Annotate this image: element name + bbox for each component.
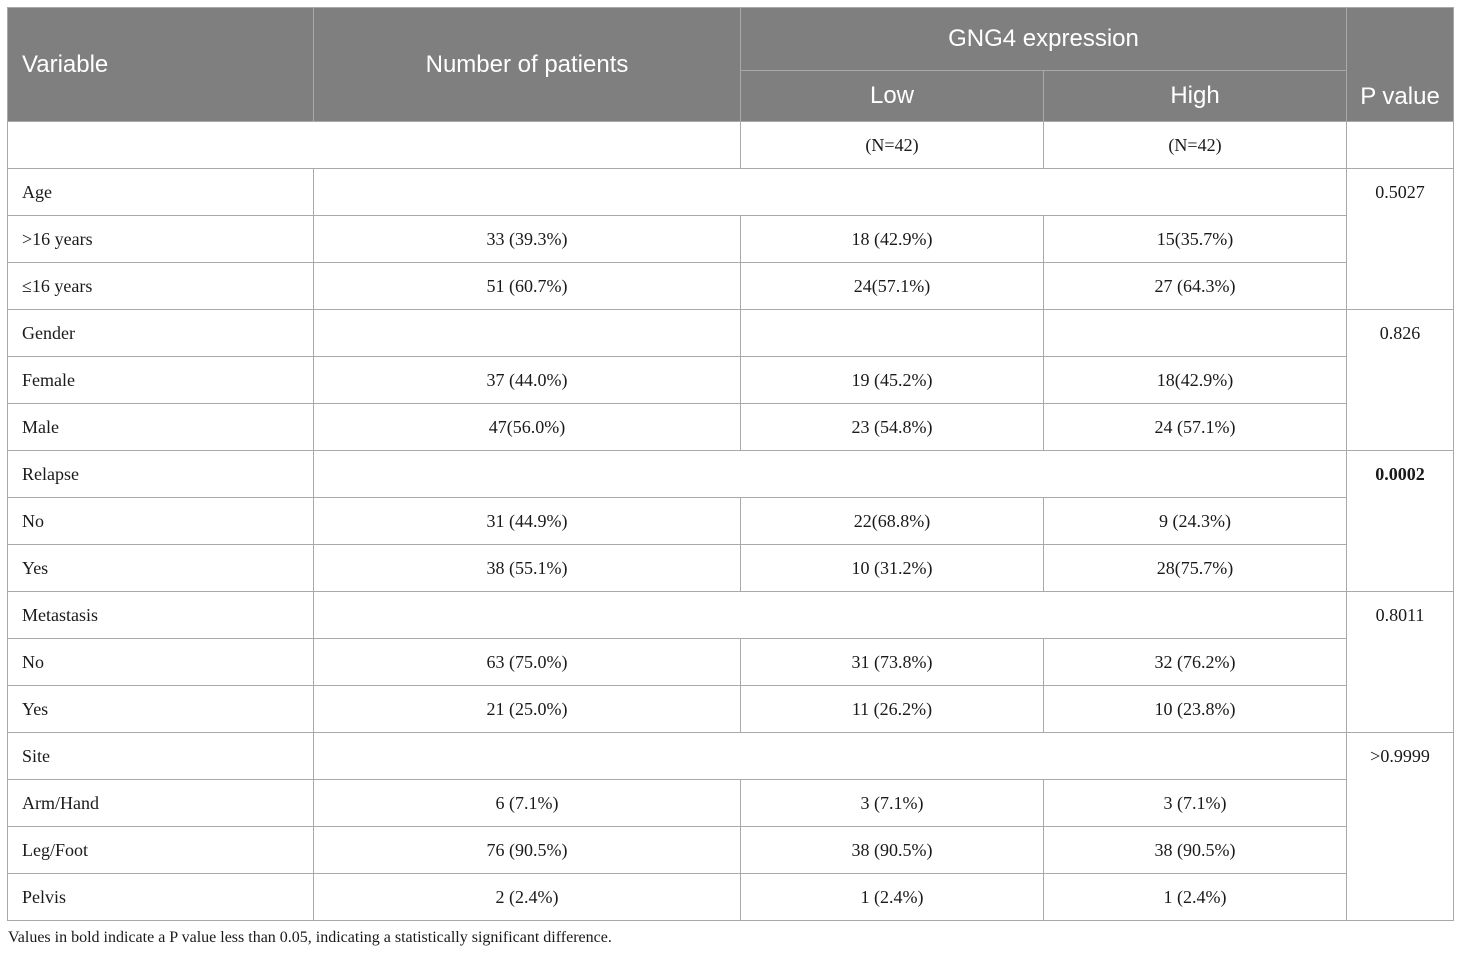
row-label: Leg/Foot: [7, 826, 314, 874]
group-empty-cell: [313, 450, 1347, 498]
group-header-row: Age 0.5027: [7, 168, 1454, 310]
number-of-patients-cell: 76 (90.5%): [313, 826, 741, 874]
number-of-patients-cell: 2 (2.4%): [313, 873, 741, 921]
table-row: No 31 (44.9%) 22(68.8%) 9 (24.3%): [7, 497, 1454, 545]
high-expression-cell: 3 (7.1%): [1043, 779, 1347, 827]
low-expression-cell: 23 (54.8%): [740, 403, 1044, 451]
row-label: >16 years: [7, 215, 314, 263]
group-label: Relapse: [7, 450, 314, 498]
high-expression-cell: 32 (76.2%): [1043, 638, 1347, 686]
number-of-patients-cell: 38 (55.1%): [313, 544, 741, 592]
header-number-of-patients: Number of patients: [313, 7, 741, 122]
subheader-p-blank: [1346, 121, 1454, 169]
high-expression-cell: 28(75.7%): [1043, 544, 1347, 592]
row-label: No: [7, 497, 314, 545]
low-expression-cell: 1 (2.4%): [740, 873, 1044, 921]
high-expression-cell: 18(42.9%): [1043, 356, 1347, 404]
table-row: >16 years 33 (39.3%) 18 (42.9%) 15(35.7%): [7, 215, 1454, 263]
table-row: Female 37 (44.0%) 19 (45.2%) 18(42.9%): [7, 356, 1454, 404]
subheader-high-n: (N=42): [1043, 121, 1347, 169]
p-value-cell: >0.9999: [1346, 732, 1454, 921]
p-value-cell: 0.8011: [1346, 591, 1454, 733]
row-label: ≤16 years: [7, 262, 314, 310]
number-of-patients-cell: 63 (75.0%): [313, 638, 741, 686]
row-label: Yes: [7, 685, 314, 733]
low-expression-cell: 19 (45.2%): [740, 356, 1044, 404]
high-expression-cell: 9 (24.3%): [1043, 497, 1347, 545]
group-empty-cell: [313, 732, 1347, 780]
high-expression-cell: 38 (90.5%): [1043, 826, 1347, 874]
number-of-patients-cell: 31 (44.9%): [313, 497, 741, 545]
group-empty-cell: [313, 309, 741, 357]
row-label: Pelvis: [7, 873, 314, 921]
table-row: Male 47(56.0%) 23 (54.8%) 24 (57.1%): [7, 403, 1454, 451]
subheader-blank-cell: [7, 121, 741, 169]
subheader-row: (N=42) (N=42): [7, 121, 1454, 169]
table-row: ≤16 years 51 (60.7%) 24(57.1%) 27 (64.3%): [7, 262, 1454, 310]
low-expression-cell: 38 (90.5%): [740, 826, 1044, 874]
table-row: Arm/Hand 6 (7.1%) 3 (7.1%) 3 (7.1%): [7, 779, 1454, 827]
header-p-value: P value: [1346, 7, 1454, 122]
number-of-patients-cell: 51 (60.7%): [313, 262, 741, 310]
low-expression-cell: 18 (42.9%): [740, 215, 1044, 263]
number-of-patients-cell: 47(56.0%): [313, 403, 741, 451]
p-value-cell: 0.0002: [1346, 450, 1454, 592]
group-label: Age: [7, 168, 314, 216]
p-value-cell: 0.826: [1346, 309, 1454, 451]
subheader-low-n: (N=42): [740, 121, 1044, 169]
row-label: Male: [7, 403, 314, 451]
row-label: No: [7, 638, 314, 686]
p-value-cell: 0.5027: [1346, 168, 1454, 310]
high-expression-cell: 10 (23.8%): [1043, 685, 1347, 733]
row-label: Arm/Hand: [7, 779, 314, 827]
high-expression-cell: 24 (57.1%): [1043, 403, 1347, 451]
group-header-row: Site >0.9999: [7, 732, 1454, 921]
header-high: High: [1043, 70, 1347, 122]
number-of-patients-cell: 33 (39.3%): [313, 215, 741, 263]
group-empty-cell: [740, 309, 1044, 357]
group-empty-cell: [1043, 309, 1347, 357]
low-expression-cell: 11 (26.2%): [740, 685, 1044, 733]
header-low: Low: [740, 70, 1044, 122]
number-of-patients-cell: 37 (44.0%): [313, 356, 741, 404]
group-label: Metastasis: [7, 591, 314, 639]
low-expression-cell: 3 (7.1%): [740, 779, 1044, 827]
group-label: Site: [7, 732, 314, 780]
table-row: Yes 21 (25.0%) 11 (26.2%) 10 (23.8%): [7, 685, 1454, 733]
number-of-patients-cell: 6 (7.1%): [313, 779, 741, 827]
group-header-row: Metastasis 0.8011: [7, 591, 1454, 733]
row-label: Yes: [7, 544, 314, 592]
clinical-characteristics-table: Variable Number of patients GNG4 express…: [7, 7, 1454, 921]
group-empty-cell: [313, 591, 1347, 639]
low-expression-cell: 10 (31.2%): [740, 544, 1044, 592]
low-expression-cell: 24(57.1%): [740, 262, 1044, 310]
table-row: No 63 (75.0%) 31 (73.8%) 32 (76.2%): [7, 638, 1454, 686]
group-header-row: Relapse 0.0002: [7, 450, 1454, 592]
header-variable: Variable: [7, 7, 314, 122]
group-header-row: Gender 0.826: [7, 309, 1454, 451]
group-empty-cell: [313, 168, 1347, 216]
table-row: Leg/Foot 76 (90.5%) 38 (90.5%) 38 (90.5%): [7, 826, 1454, 874]
group-label: Gender: [7, 309, 314, 357]
table-row: Pelvis 2 (2.4%) 1 (2.4%) 1 (2.4%): [7, 873, 1454, 921]
low-expression-cell: 31 (73.8%): [740, 638, 1044, 686]
number-of-patients-cell: 21 (25.0%): [313, 685, 741, 733]
high-expression-cell: 1 (2.4%): [1043, 873, 1347, 921]
high-expression-cell: 15(35.7%): [1043, 215, 1347, 263]
row-label: Female: [7, 356, 314, 404]
table-row: Yes 38 (55.1%) 10 (31.2%) 28(75.7%): [7, 544, 1454, 592]
high-expression-cell: 27 (64.3%): [1043, 262, 1347, 310]
low-expression-cell: 22(68.8%): [740, 497, 1044, 545]
table-footnote: Values in bold indicate a P value less t…: [8, 929, 612, 946]
header-gng4-expression: GNG4 expression: [740, 7, 1347, 71]
